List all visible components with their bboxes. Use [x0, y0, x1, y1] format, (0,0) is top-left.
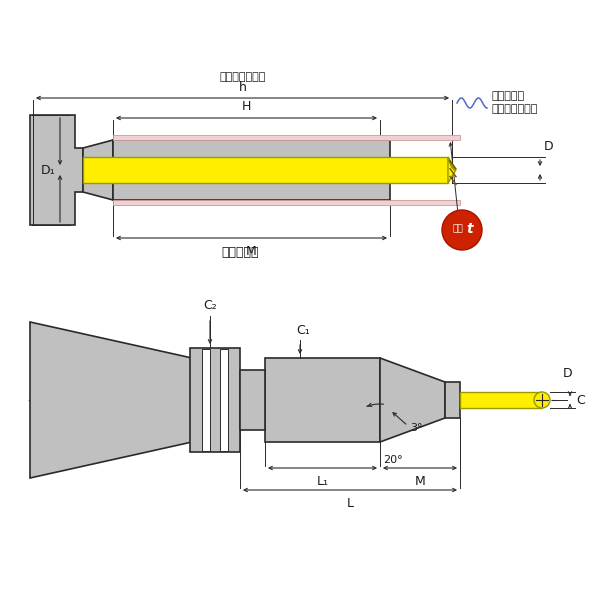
Text: M: M	[246, 245, 257, 258]
Text: 肉厚: 肉厚	[452, 224, 463, 233]
Bar	[113, 200, 460, 205]
Bar	[460, 392, 542, 408]
Bar	[240, 370, 265, 430]
Bar	[220, 349, 228, 451]
Text: D: D	[544, 140, 554, 153]
Text: M: M	[415, 475, 425, 488]
Circle shape	[442, 210, 482, 250]
Text: D₁: D₁	[40, 163, 55, 176]
Polygon shape	[30, 322, 192, 478]
Text: C₁: C₁	[296, 324, 310, 337]
Bar	[445, 382, 460, 418]
Polygon shape	[30, 115, 83, 225]
Bar	[265, 358, 380, 442]
Text: L: L	[347, 497, 353, 510]
Bar	[113, 140, 390, 200]
Text: 加工有効長: 加工有効長	[221, 245, 259, 259]
Bar	[83, 157, 448, 183]
Text: h: h	[239, 81, 247, 94]
Polygon shape	[83, 140, 113, 200]
Circle shape	[534, 392, 550, 408]
Text: H: H	[242, 100, 251, 113]
Bar	[202, 349, 210, 451]
Text: （最低把持長）: （最低把持長）	[492, 104, 538, 114]
Text: C: C	[576, 394, 585, 407]
Text: t: t	[467, 222, 473, 236]
Text: 20°: 20°	[383, 455, 403, 465]
Text: D: D	[563, 367, 573, 380]
Text: つかみ長さ: つかみ長さ	[492, 91, 525, 101]
Bar	[190, 348, 240, 452]
Text: C₂: C₂	[203, 299, 217, 312]
Text: 工具最大挿入長: 工具最大挿入長	[220, 72, 266, 82]
Polygon shape	[448, 157, 456, 183]
Polygon shape	[380, 358, 445, 442]
Text: L₁: L₁	[317, 475, 329, 488]
Text: 3°: 3°	[410, 423, 422, 433]
Bar	[113, 135, 460, 140]
